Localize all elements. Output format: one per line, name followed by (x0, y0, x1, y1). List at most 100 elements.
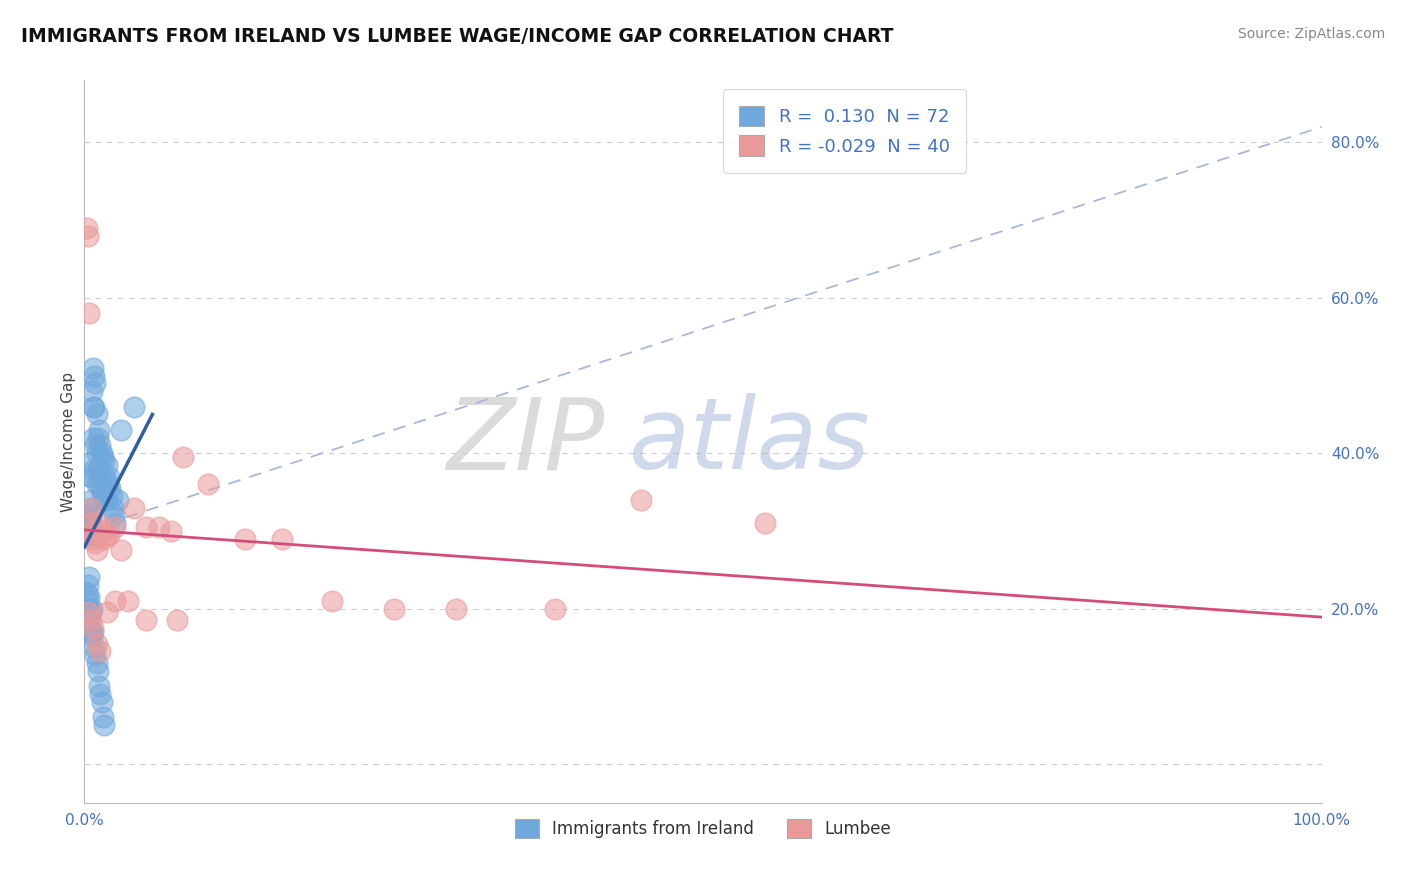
Text: atlas: atlas (628, 393, 870, 490)
Point (86, 636, 108, 650)
Point (76, 520, 98, 534)
Point (80, 384, 103, 398)
Point (77, 594, 100, 608)
Point (77, 524, 100, 538)
Point (122, 500, 145, 515)
Point (107, 492, 129, 507)
Point (79, 624, 101, 639)
Point (87, 461, 110, 475)
Point (76, 586, 98, 600)
Point (271, 532, 294, 546)
Point (101, 500, 124, 515)
Point (197, 477, 219, 491)
Point (79, 500, 101, 515)
Point (79, 606, 101, 620)
Point (160, 524, 183, 538)
Point (166, 613, 188, 627)
Point (82, 624, 104, 639)
Point (321, 594, 343, 608)
Point (84, 648, 107, 663)
Point (76, 601, 98, 615)
Point (90, 524, 112, 538)
Point (96, 528, 118, 542)
Point (76, 220, 98, 235)
Point (79, 528, 101, 542)
Point (91, 489, 114, 503)
Point (89, 644, 111, 658)
Point (104, 516, 127, 530)
Point (79, 306, 101, 320)
Point (89, 679, 111, 693)
Point (80, 469, 103, 483)
Point (79, 512, 101, 526)
Point (233, 532, 256, 546)
Point (117, 594, 139, 608)
Point (79, 469, 101, 483)
Point (97, 477, 120, 491)
Point (110, 423, 132, 437)
Point (80, 629, 103, 643)
Point (148, 520, 170, 534)
Point (86, 446, 108, 460)
Point (135, 613, 157, 627)
Point (630, 492, 652, 507)
Point (754, 516, 776, 530)
Point (98, 469, 121, 483)
Point (89, 516, 111, 530)
Point (94, 469, 117, 483)
Point (86, 656, 108, 670)
Point (83, 368, 105, 383)
Point (89, 687, 111, 701)
Point (77, 508, 100, 523)
Point (84, 535, 107, 549)
Point (80, 454, 103, 468)
Point (96, 492, 118, 507)
Point (122, 400, 145, 414)
Point (79, 613, 101, 627)
Point (93, 532, 115, 546)
Point (93, 718, 115, 732)
Point (76, 528, 98, 542)
Point (87, 664, 110, 678)
Point (80, 601, 103, 615)
Legend: Immigrants from Ireland, Lumbee: Immigrants from Ireland, Lumbee (509, 813, 897, 845)
Point (79, 492, 101, 507)
Text: ZIP: ZIP (446, 393, 605, 490)
Point (83, 640, 105, 655)
Point (79, 520, 101, 534)
Point (79, 590, 101, 604)
Point (93, 492, 115, 507)
Point (104, 594, 127, 608)
Point (77, 228, 100, 243)
Point (84, 438, 107, 452)
Point (103, 508, 125, 523)
Point (82, 400, 104, 414)
Point (80, 516, 103, 530)
Point (82, 524, 104, 538)
Point (90, 695, 112, 709)
Point (77, 516, 100, 530)
Point (100, 489, 122, 503)
Point (172, 450, 194, 464)
Point (84, 376, 107, 391)
Text: Source: ZipAtlas.com: Source: ZipAtlas.com (1237, 27, 1385, 41)
Point (79, 500, 101, 515)
Point (90, 446, 112, 460)
Point (79, 570, 101, 584)
Point (90, 485, 112, 500)
Point (89, 438, 111, 452)
Point (96, 458, 118, 472)
Point (89, 461, 111, 475)
Point (110, 543, 132, 558)
Point (89, 477, 111, 491)
Point (91, 450, 114, 464)
Point (86, 408, 108, 422)
Point (82, 431, 104, 445)
Point (86, 543, 108, 558)
Point (96, 606, 118, 620)
Text: IMMIGRANTS FROM IRELAND VS LUMBEE WAGE/INCOME GAP CORRELATION CHART: IMMIGRANTS FROM IRELAND VS LUMBEE WAGE/I… (21, 27, 894, 45)
Point (77, 578, 100, 592)
Point (104, 520, 127, 534)
Point (82, 621, 104, 635)
Point (86, 477, 108, 491)
